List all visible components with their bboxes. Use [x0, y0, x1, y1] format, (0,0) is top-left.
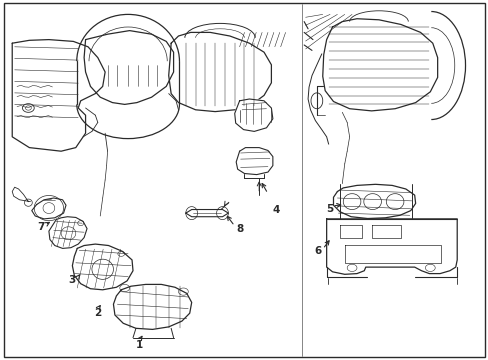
- Polygon shape: [185, 210, 228, 217]
- Polygon shape: [49, 217, 87, 248]
- Polygon shape: [72, 244, 133, 290]
- Polygon shape: [326, 219, 456, 274]
- Text: 5: 5: [325, 204, 332, 214]
- Polygon shape: [322, 19, 437, 111]
- Text: 2: 2: [94, 308, 101, 318]
- Text: 4: 4: [272, 204, 280, 215]
- Text: 8: 8: [236, 224, 243, 234]
- Polygon shape: [84, 31, 173, 104]
- Text: 3: 3: [69, 275, 76, 285]
- Polygon shape: [333, 184, 415, 219]
- Polygon shape: [113, 284, 191, 329]
- Text: 6: 6: [314, 246, 321, 256]
- Text: 1: 1: [136, 340, 142, 350]
- Polygon shape: [236, 148, 272, 175]
- Polygon shape: [12, 40, 105, 151]
- Polygon shape: [32, 198, 66, 219]
- Polygon shape: [234, 99, 272, 131]
- Text: 7: 7: [37, 222, 45, 232]
- Polygon shape: [168, 32, 271, 112]
